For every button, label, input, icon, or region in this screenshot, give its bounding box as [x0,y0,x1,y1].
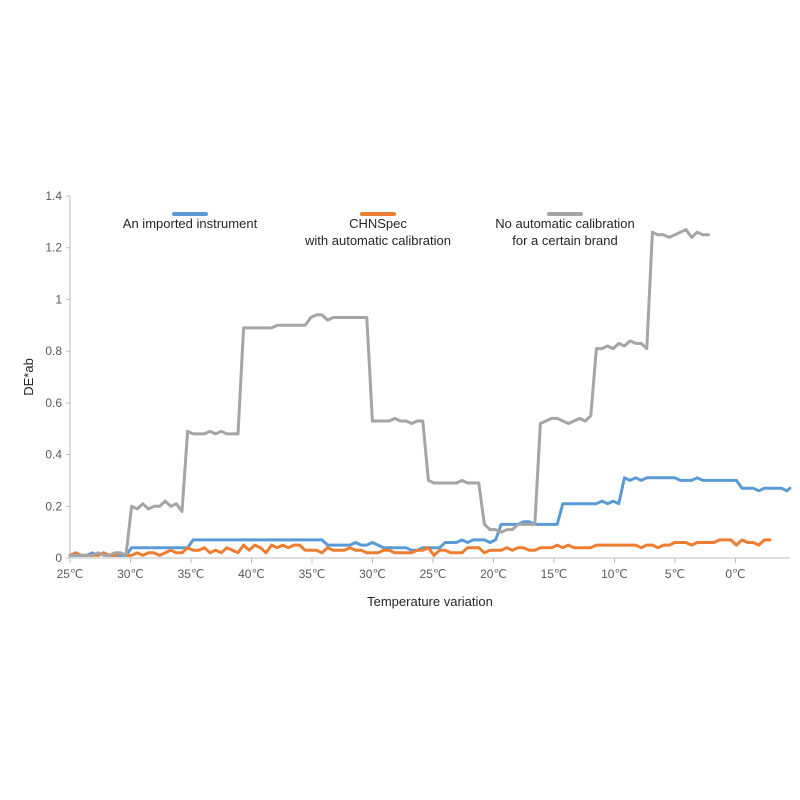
legend: An imported instrument CHNSpec with automa… [123,212,635,248]
y-tick-label: 1.2 [45,241,62,255]
y-tick-label: 0.6 [45,396,62,410]
x-tick-label: 35℃ [299,567,326,581]
series-line-3 [68,228,710,557]
y-tick-label: 0.4 [45,448,62,462]
legend-label-1: An imported instrument [123,216,258,231]
x-tick-label: 0℃ [725,567,745,581]
x-tick-label: 40℃ [238,567,265,581]
x-tick-label: 10℃ [601,567,628,581]
series-line-1 [68,476,792,557]
y-tick-label: 0.8 [45,344,62,358]
x-axis-title: Temperature variation [367,594,493,609]
x-tick-label: 30℃ [359,567,386,581]
x-tick-label: 15℃ [541,567,568,581]
y-tick-label: 0.2 [45,499,62,513]
y-axis-title: DE*ab [21,358,36,396]
x-tick-label: 5℃ [665,567,685,581]
x-tick-label: 25℃ [420,567,447,581]
series-line-2 [68,538,772,557]
y-ticks: 0 0.2 0.4 0.6 0.8 1 1.2 1.4 [45,189,70,565]
series-layer [68,228,792,557]
legend-label-3: No automatic calibration for a certain br… [495,216,634,248]
x-tick-label: 35℃ [178,567,205,581]
x-tick-label: 20℃ [480,567,507,581]
axes [69,196,790,559]
y-tick-label: 1.4 [45,189,62,203]
legend-label-2: CHNSpec with automatic calibration [304,216,451,248]
x-tick-label: 30℃ [117,567,144,581]
y-tick-label: 0 [55,551,62,565]
x-ticks: 25℃ 30℃ 35℃ 40℃ 35℃ 30℃ 25℃ 20℃ 15℃ 10℃ 5℃ 0℃ [57,558,746,581]
x-tick-label: 25℃ [57,567,84,581]
y-tick-label: 1 [55,292,62,306]
